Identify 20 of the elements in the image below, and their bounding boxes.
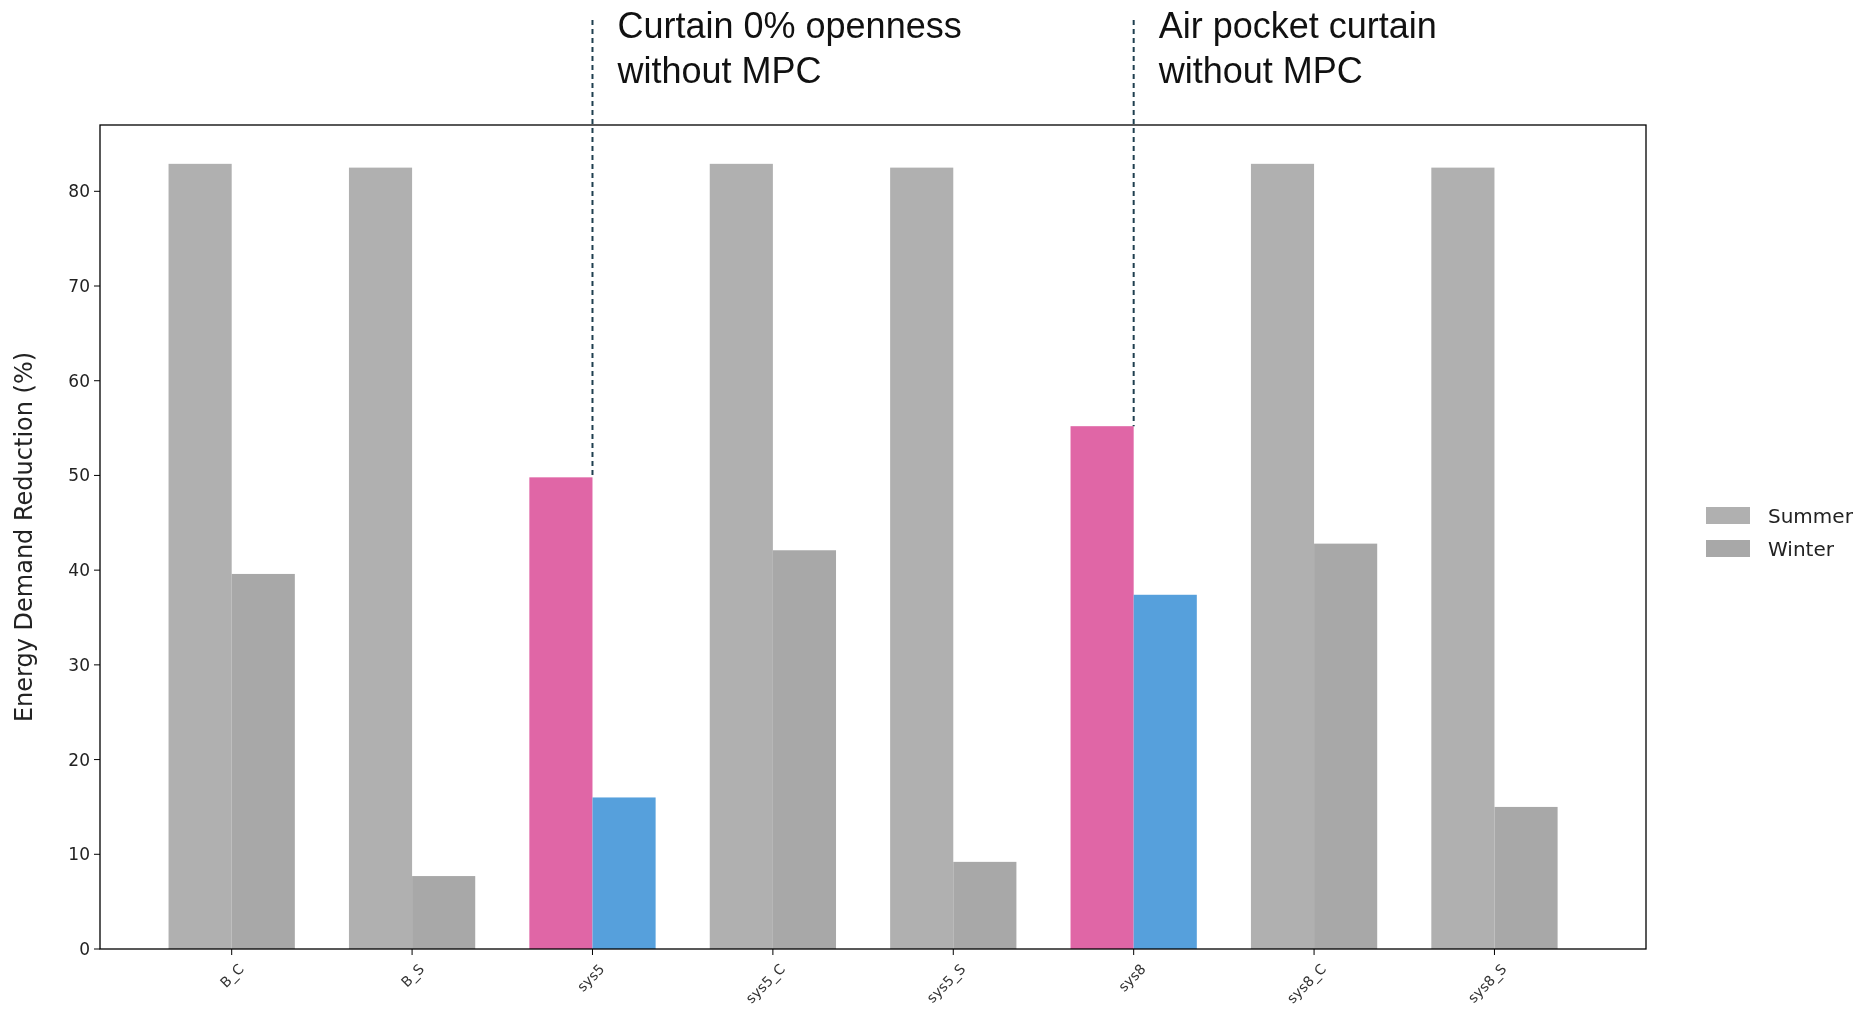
bar bbox=[592, 797, 656, 949]
y-tick-label: 40 bbox=[68, 560, 90, 581]
y-tick-label: 60 bbox=[68, 370, 90, 391]
y-tick-label: 80 bbox=[68, 181, 90, 202]
annotation: Curtain 0% openness without MPC bbox=[616, 5, 962, 91]
bar bbox=[1070, 426, 1134, 949]
y-tick-label: 30 bbox=[68, 654, 90, 675]
y-tick-label: 20 bbox=[68, 749, 90, 770]
legend-label: Winter bbox=[1768, 537, 1835, 561]
annotation: Air pocket curtain without MPC bbox=[1157, 5, 1437, 91]
legend-label: Summer bbox=[1768, 504, 1854, 528]
y-tick-label: 70 bbox=[68, 275, 90, 296]
y-tick-label: 50 bbox=[68, 465, 90, 486]
y-tick-label: 0 bbox=[79, 938, 90, 959]
x-tick-label: B_S bbox=[397, 960, 428, 991]
bar bbox=[529, 477, 593, 949]
x-tick-label: B_C bbox=[216, 960, 247, 991]
y-axis-title: Energy Demand Reduction (%) bbox=[10, 351, 38, 723]
bar bbox=[1133, 594, 1197, 949]
y-tick-label: 10 bbox=[68, 844, 90, 865]
